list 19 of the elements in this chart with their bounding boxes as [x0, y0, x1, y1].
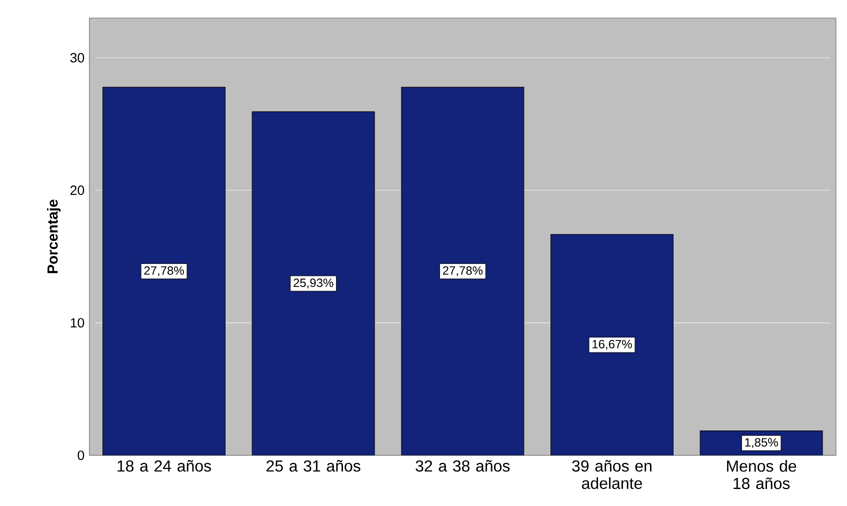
data-label: 16,67%	[592, 340, 632, 350]
y-tick-label: 10	[70, 318, 84, 328]
bar	[550, 234, 674, 456]
y-tick-label: 30	[70, 53, 84, 62]
data-label: 1,85%	[745, 438, 778, 448]
x-tick-label: Menos de 18 años	[727, 460, 796, 490]
y-axis-title: Porcentaje	[46, 200, 61, 274]
x-tick-label: 39 años en adelante	[572, 460, 652, 489]
bar	[401, 87, 524, 456]
x-tick-label: 32 a 38 años	[416, 460, 510, 472]
x-tick-label: 25 a 31 años	[266, 460, 360, 472]
data-label: 27,78%	[144, 266, 184, 276]
y-tick-label: 20	[70, 186, 84, 195]
bar	[102, 87, 226, 456]
data-label: 27,78%	[442, 266, 483, 276]
x-tick-label: 18 a 24 años	[118, 460, 211, 472]
y-tick-label: 0	[78, 450, 84, 460]
data-label: 25,93%	[294, 278, 334, 288]
bar	[252, 112, 375, 456]
